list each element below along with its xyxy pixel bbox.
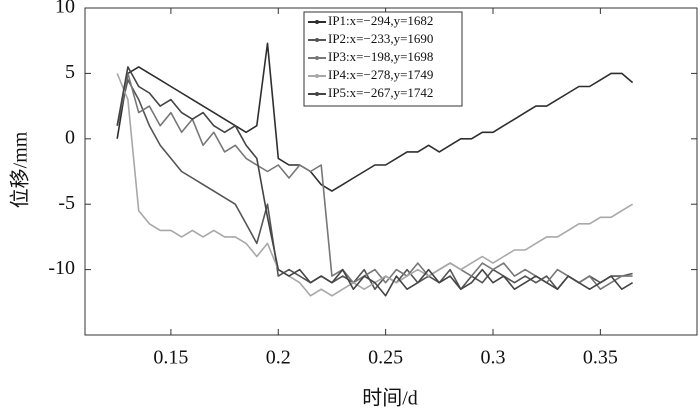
legend-label: IP3:x=−198,y=1698 (328, 49, 433, 64)
y-tick-label: -10 (48, 257, 75, 279)
y-tick-label: -5 (58, 192, 75, 214)
legend-marker (315, 38, 319, 42)
legend-marker (315, 74, 319, 78)
x-axis-label: 时间/d (362, 387, 418, 410)
x-tick-label: 0.2 (266, 347, 291, 369)
x-tick-label: 0.35 (583, 347, 618, 369)
plot-frame (84, 7, 698, 336)
legend-marker (315, 56, 319, 60)
legend-label: IP2:x=−233,y=1690 (328, 31, 433, 46)
series-line (116, 73, 634, 297)
legend-marker (315, 20, 319, 24)
legend-label: IP4:x=−278,y=1749 (328, 67, 433, 82)
legend-box (303, 11, 463, 107)
y-tick-label: 0 (65, 126, 75, 148)
y-tick-label: 5 (65, 61, 75, 83)
x-tick-label: 0.3 (481, 347, 506, 369)
x-tick-label: 0.15 (153, 347, 188, 369)
x-tick-label: 0.25 (368, 347, 403, 369)
legend-label: IP5:x=−267,y=1742 (328, 85, 433, 100)
y-axis-label: 位移/mm (9, 131, 32, 208)
legend-marker (315, 92, 319, 96)
series-line (116, 79, 633, 290)
legend-label: IP1:x=−294,y=1682 (328, 13, 433, 28)
y-tick-label: 10 (55, 0, 75, 18)
series-line (116, 42, 634, 192)
series-line (116, 66, 634, 297)
